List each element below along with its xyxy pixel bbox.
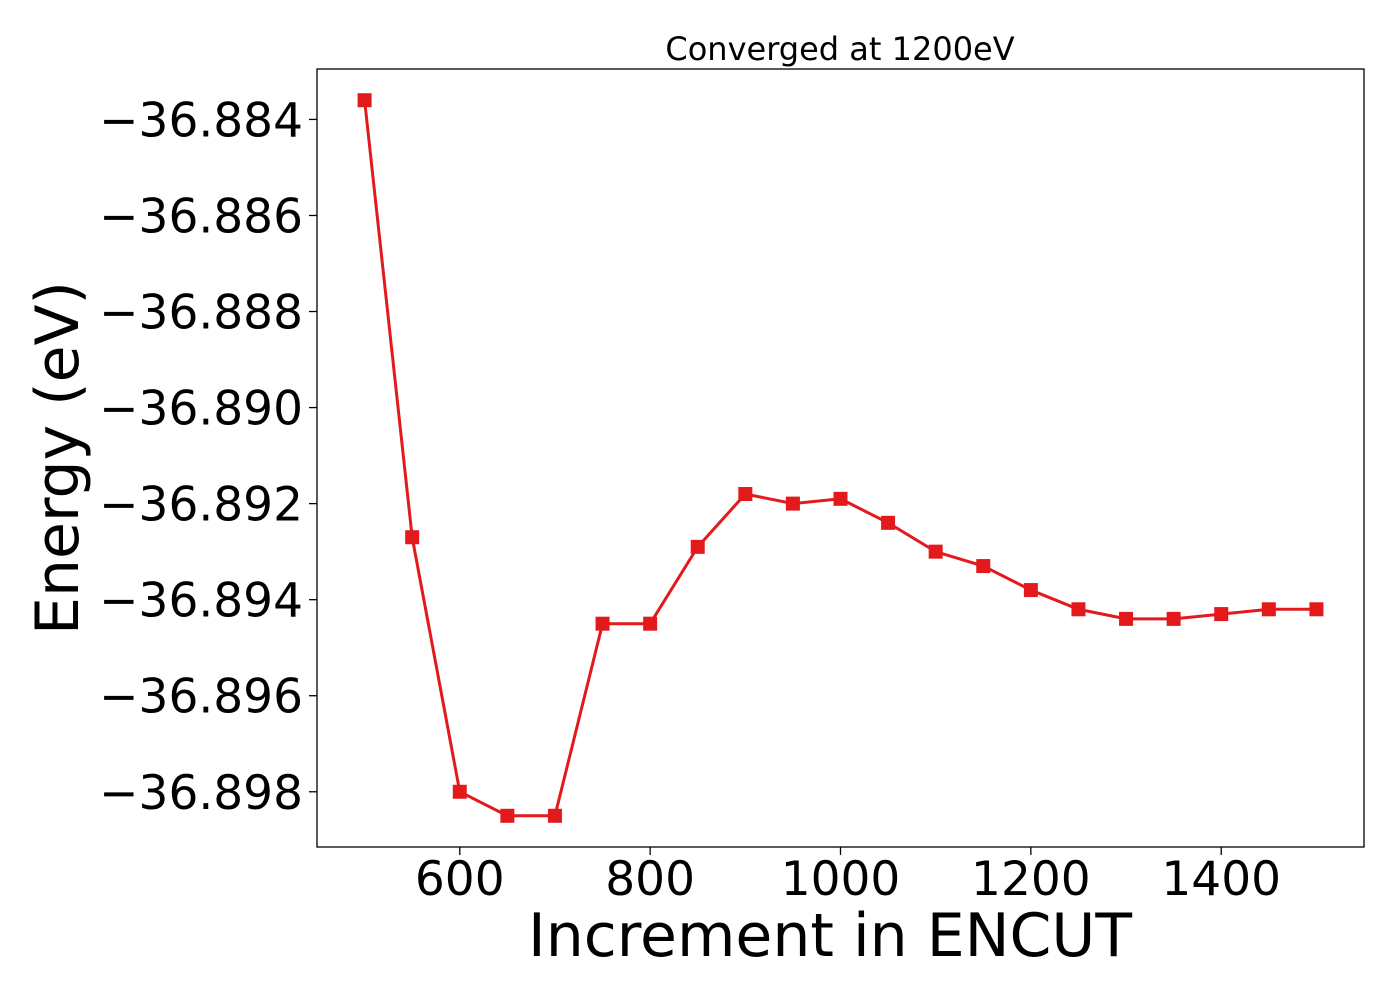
- data-point: [976, 559, 991, 574]
- chart-title: Converged at 1200eV: [665, 30, 1014, 68]
- y-tick-label: −36.884: [99, 93, 303, 148]
- y-axis: −36.884 −36.886 −36.888 −36.890 −36.892 −36.8…: [99, 93, 317, 821]
- data-point: [405, 530, 420, 545]
- x-tick-label: 600: [415, 852, 505, 907]
- data-point: [1214, 607, 1229, 622]
- y-tick-label: −36.896: [99, 670, 303, 725]
- data-point: [1166, 611, 1181, 626]
- x-tick-label: 1000: [781, 852, 901, 907]
- y-axis-label: Energy (eV): [23, 281, 93, 635]
- y-tick-label: −36.892: [99, 478, 303, 533]
- data-point: [643, 616, 658, 631]
- x-tick-label: 800: [605, 852, 695, 907]
- x-axis-label: Increment in ENCUT: [528, 901, 1132, 971]
- data-point: [1261, 602, 1276, 617]
- data-point: [690, 539, 705, 554]
- data-point: [1023, 583, 1038, 598]
- plot-marks: [357, 93, 1324, 823]
- y-tick-label: −36.890: [99, 382, 303, 437]
- data-point: [452, 784, 467, 799]
- x-tick-label: 1200: [971, 852, 1091, 907]
- series-line: [363, 100, 1317, 818]
- x-axis: 600 800 1000 1200 1400: [415, 847, 1281, 907]
- data-point: [881, 515, 896, 530]
- x-tick-label: 1400: [1161, 852, 1281, 907]
- data-point: [357, 93, 372, 108]
- data-point: [1309, 602, 1324, 617]
- data-point: [928, 544, 943, 559]
- y-tick-label: −36.894: [99, 574, 303, 629]
- plot-frame: [316, 68, 1365, 848]
- data-point: [547, 808, 562, 823]
- data-point: [738, 487, 753, 502]
- y-tick-label: −36.888: [99, 286, 303, 341]
- y-tick-label: −36.886: [99, 189, 303, 244]
- y-tick-label: −36.898: [99, 766, 303, 821]
- data-point: [595, 616, 610, 631]
- data-point: [833, 491, 848, 506]
- data-point: [1071, 602, 1086, 617]
- data-point: [785, 496, 800, 511]
- data-point: [1119, 611, 1134, 626]
- data-point: [500, 808, 515, 823]
